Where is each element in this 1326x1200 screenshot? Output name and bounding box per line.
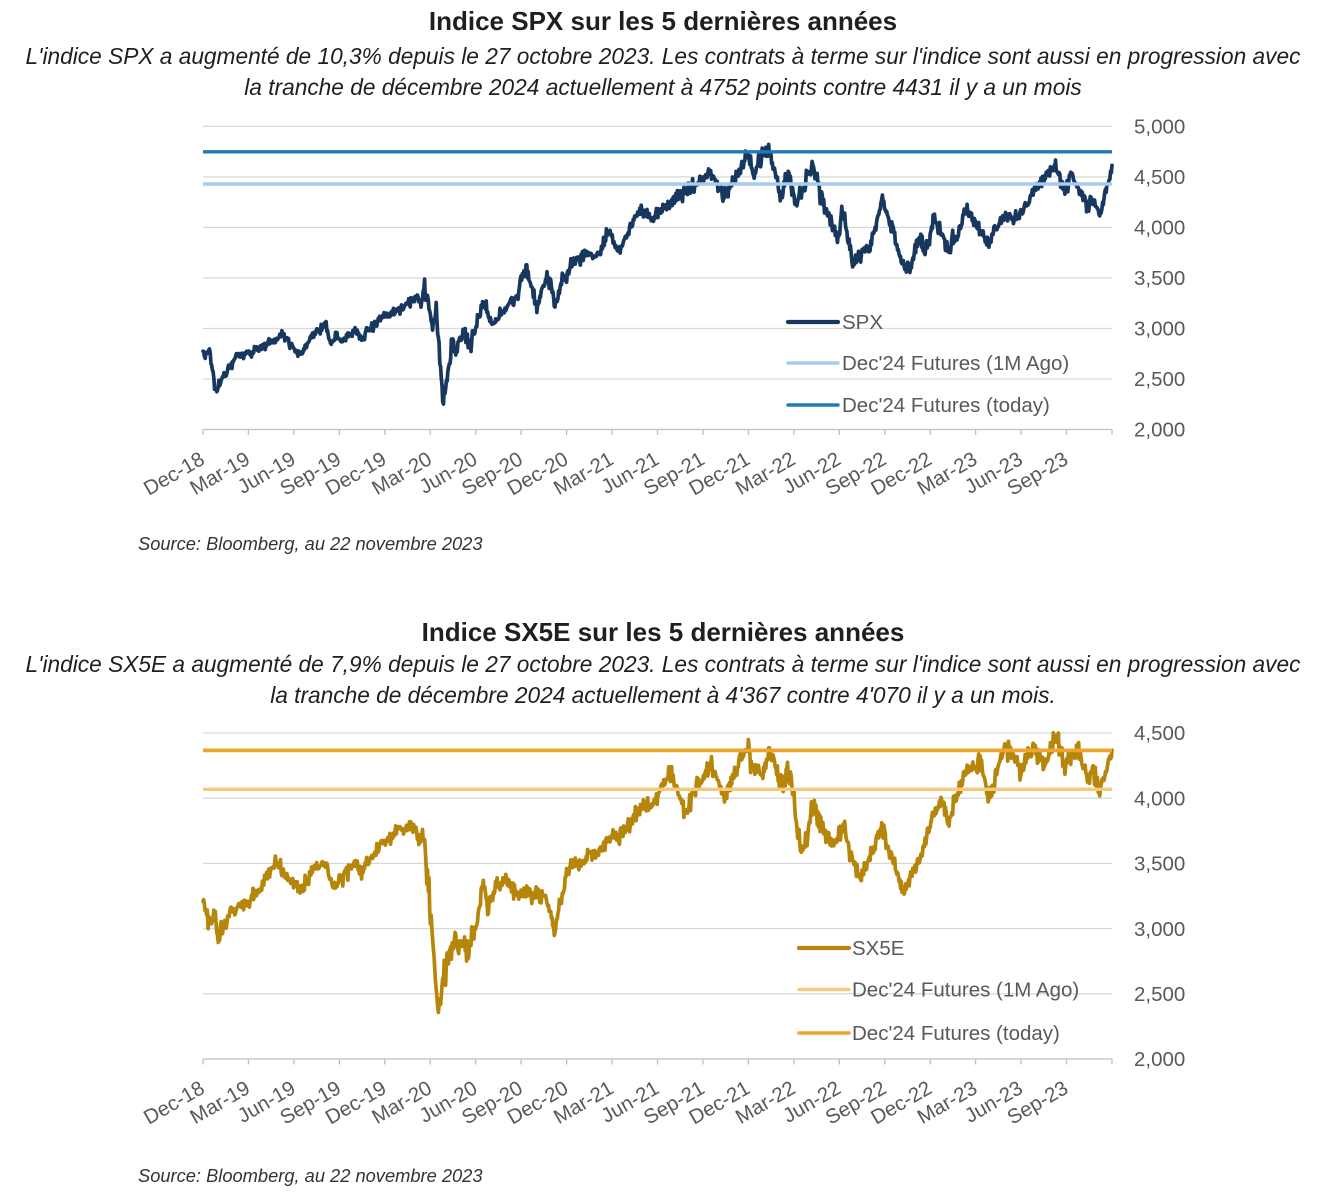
svg-text:Dec'24 Futures (1M Ago): Dec'24 Futures (1M Ago) [852, 979, 1079, 1002]
svg-text:Dec'24 Futures (today): Dec'24 Futures (today) [852, 1022, 1060, 1045]
svg-text:SX5E: SX5E [852, 937, 904, 960]
svg-text:3,000: 3,000 [1134, 318, 1185, 341]
svg-text:5,000: 5,000 [1134, 116, 1185, 139]
svg-text:Dec'24 Futures (today): Dec'24 Futures (today) [842, 394, 1050, 417]
svg-text:4,500: 4,500 [1134, 722, 1185, 745]
svg-text:2,000: 2,000 [1134, 419, 1185, 442]
svg-text:4,500: 4,500 [1134, 166, 1185, 189]
svg-text:3,500: 3,500 [1134, 267, 1185, 290]
svg-text:4,000: 4,000 [1134, 787, 1185, 810]
svg-text:3,000: 3,000 [1134, 918, 1185, 941]
svg-text:2,500: 2,500 [1134, 368, 1185, 391]
svg-text:4,000: 4,000 [1134, 217, 1185, 240]
svg-text:SPX: SPX [842, 311, 883, 334]
svg-text:Dec'24 Futures (1M Ago): Dec'24 Futures (1M Ago) [842, 352, 1069, 375]
svg-text:2,000: 2,000 [1134, 1048, 1185, 1071]
svg-text:2,500: 2,500 [1134, 983, 1185, 1006]
svg-text:3,500: 3,500 [1134, 853, 1185, 876]
